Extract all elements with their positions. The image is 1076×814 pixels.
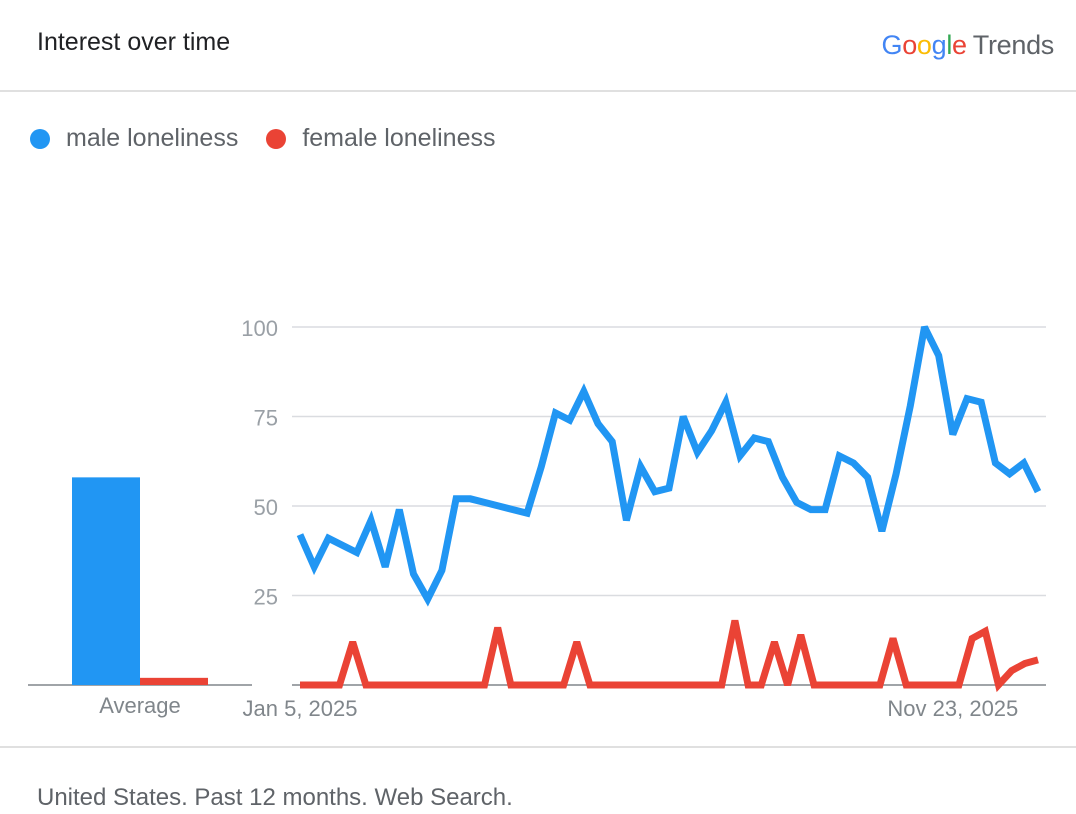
y-tick-label: 75	[254, 406, 278, 431]
google-letter: o	[902, 30, 917, 60]
legend-label-female: female loneliness	[302, 124, 496, 152]
legend-item-female[interactable]: female loneliness	[266, 124, 496, 153]
google-letter: l	[946, 30, 953, 60]
y-tick-label: 100	[241, 316, 278, 341]
average-bar-female	[140, 677, 208, 685]
chart-title: Interest over time	[37, 28, 231, 56]
footer-caption: United States. Past 12 months. Web Searc…	[37, 784, 513, 811]
x-tick-label: Jan 5, 2025	[243, 696, 358, 721]
chart-header: Interest over time Google Trends	[0, 0, 1076, 92]
chart-legend: male loneliness female loneliness	[30, 124, 524, 153]
google-wordmark: Google	[881, 30, 967, 60]
google-letter: e	[952, 30, 967, 60]
google-letter: G	[881, 30, 903, 60]
trends-wordmark: Trends	[972, 30, 1055, 60]
google-trends-logo: Google Trends	[881, 30, 1054, 61]
y-tick-label: 50	[254, 495, 278, 520]
series-line-male	[296, 325, 1042, 607]
y-tick-label: 25	[254, 585, 278, 610]
legend-label-male: male loneliness	[66, 124, 239, 152]
average-label: Average	[99, 693, 181, 718]
average-bar-male	[72, 477, 140, 685]
legend-dot-female	[266, 128, 287, 149]
google-letter: o	[916, 30, 932, 60]
x-tick-label: Nov 23, 2025	[887, 696, 1018, 721]
line-chart: 100 75 50 25 Average Jan 5, 2025 Nov 23, 2025	[28, 316, 1046, 721]
chart-footer: United States. Past 12 months. Web Searc…	[0, 746, 1076, 814]
series-line-female	[300, 619, 1039, 693]
google-letter: g	[931, 30, 947, 60]
legend-item-male[interactable]: male loneliness	[30, 124, 238, 153]
legend-dot-male	[30, 128, 50, 149]
